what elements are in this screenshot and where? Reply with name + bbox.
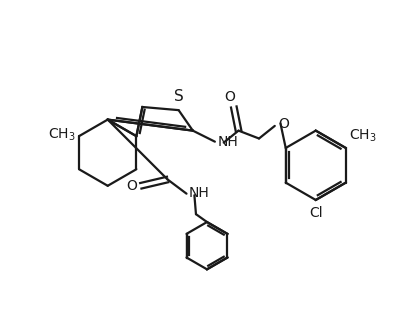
- Text: CH$_3$: CH$_3$: [47, 126, 75, 143]
- Text: NH: NH: [189, 186, 209, 200]
- Text: O: O: [224, 90, 235, 104]
- Text: O: O: [126, 179, 137, 193]
- Text: Cl: Cl: [308, 206, 322, 220]
- Text: CH$_3$: CH$_3$: [348, 128, 376, 144]
- Text: O: O: [277, 117, 288, 131]
- Text: NH: NH: [217, 135, 237, 149]
- Text: S: S: [173, 89, 183, 105]
